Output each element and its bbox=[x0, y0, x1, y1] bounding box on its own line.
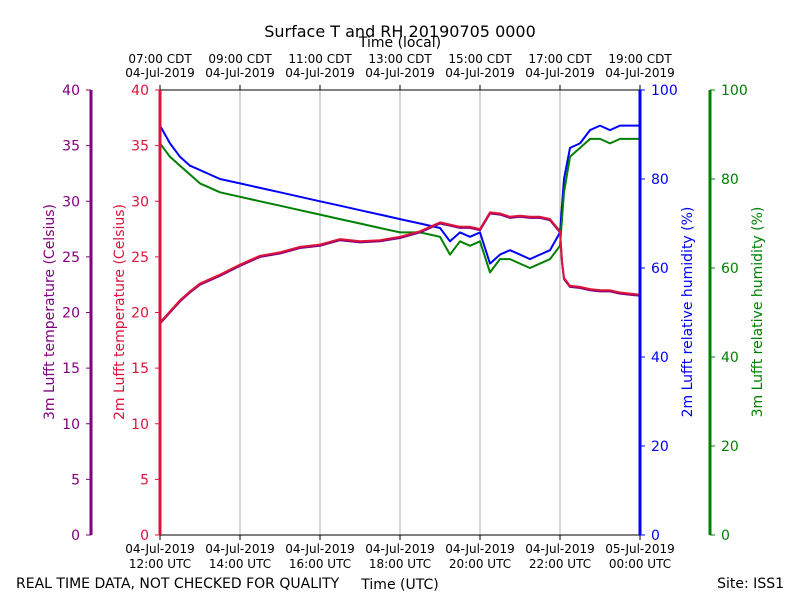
top-tick-label-date: 04-Jul-2019 bbox=[525, 66, 595, 80]
t3m-tick-label: 0 bbox=[71, 528, 80, 544]
rh2m-tick-label: 100 bbox=[651, 83, 678, 99]
rh2m-tick-label: 0 bbox=[651, 528, 660, 544]
top-tick-label-date: 04-Jul-2019 bbox=[125, 66, 195, 80]
x-tick-label-time: 12:00 UTC bbox=[129, 557, 191, 571]
rh3m-tick-label: 60 bbox=[721, 261, 739, 277]
rh3m-tick-label: 0 bbox=[721, 528, 730, 544]
quality-disclaimer: REAL TIME DATA, NOT CHECKED FOR QUALITY bbox=[16, 576, 340, 592]
t2m-tick-label: 30 bbox=[131, 194, 149, 210]
t3m-tick-label: 25 bbox=[62, 250, 80, 266]
rh3m-axis-label: 3m Lufft relative humidity (%) bbox=[750, 207, 766, 418]
top-axis-title: Time (local) bbox=[358, 35, 441, 51]
top-tick-label-date: 04-Jul-2019 bbox=[285, 66, 355, 80]
series-layer bbox=[159, 124, 641, 325]
top-tick-label-time: 19:00 CDT bbox=[608, 52, 672, 66]
x-tick-label-time: 14:00 UTC bbox=[209, 557, 271, 571]
t2m-tick-label: 25 bbox=[131, 250, 149, 266]
top-tick-label-time: 11:00 CDT bbox=[288, 52, 352, 66]
top-tick-label-time: 13:00 CDT bbox=[368, 52, 432, 66]
x-tick-label-time: 22:00 UTC bbox=[529, 557, 591, 571]
x-tick-label-time: 20:00 UTC bbox=[449, 557, 511, 571]
top-tick-label-date: 04-Jul-2019 bbox=[445, 66, 515, 80]
x-tick-label-date: 04-Jul-2019 bbox=[365, 542, 435, 556]
t2m-tick-label: 40 bbox=[131, 83, 149, 99]
t2m-tick-label: 5 bbox=[140, 472, 149, 488]
rh3m-tick-label: 40 bbox=[721, 350, 739, 366]
site-label: Site: ISS1 bbox=[717, 576, 784, 592]
x-tick-label-date: 04-Jul-2019 bbox=[525, 542, 595, 556]
x-tick-label-date: 04-Jul-2019 bbox=[125, 542, 195, 556]
t2m-tick-label: 15 bbox=[131, 361, 149, 377]
x-tick-label-time: 16:00 UTC bbox=[289, 557, 351, 571]
top-tick-label-date: 04-Jul-2019 bbox=[365, 66, 435, 80]
x-tick-label-date: 04-Jul-2019 bbox=[205, 542, 275, 556]
x-tick-label-time: 18:00 UTC bbox=[369, 557, 431, 571]
rh2m-tick-label: 60 bbox=[651, 261, 669, 277]
top-tick-label-time: 09:00 CDT bbox=[208, 52, 272, 66]
top-tick-label-date: 04-Jul-2019 bbox=[605, 66, 675, 80]
x-tick-label-date: 04-Jul-2019 bbox=[445, 542, 515, 556]
x-tick-label-time: 00:00 UTC bbox=[609, 557, 671, 571]
t3m-tick-label: 20 bbox=[62, 306, 80, 322]
t2m-tick-label: 20 bbox=[131, 306, 149, 322]
rh2m-tick-label: 80 bbox=[651, 172, 669, 188]
rh3m-tick-label: 100 bbox=[721, 83, 748, 99]
t2m-tick-label: 10 bbox=[131, 417, 149, 433]
rh3m-tick-label: 80 bbox=[721, 172, 739, 188]
t3m-tick-label: 40 bbox=[62, 83, 80, 99]
top-tick-label-time: 15:00 CDT bbox=[448, 52, 512, 66]
series-line-rh2m bbox=[159, 124, 640, 265]
t3m-tick-label: 10 bbox=[62, 417, 80, 433]
rh2m-axis-label: 2m Lufft relative humidity (%) bbox=[680, 207, 696, 418]
gridlines bbox=[239, 90, 561, 535]
t3m-tick-label: 15 bbox=[62, 361, 80, 377]
t2m-axis-label: 2m Lufft temperature (Celsius) bbox=[112, 204, 128, 420]
t3m-tick-label: 35 bbox=[62, 139, 80, 155]
chart-title: Surface T and RH 20190705 0000 bbox=[264, 22, 536, 41]
top-tick-label-date: 04-Jul-2019 bbox=[205, 66, 275, 80]
rh2m-tick-label: 40 bbox=[651, 350, 669, 366]
rh2m-tick-label: 20 bbox=[651, 439, 669, 455]
x-tick-label-date: 05-Jul-2019 bbox=[605, 542, 675, 556]
top-tick-label-time: 17:00 CDT bbox=[528, 52, 592, 66]
t3m-tick-label: 5 bbox=[71, 472, 80, 488]
t3m-tick-label: 30 bbox=[62, 194, 80, 210]
series-line-t3m bbox=[159, 212, 641, 325]
t3m-axis-label: 3m Lufft temperature (Celsius) bbox=[42, 204, 58, 420]
x-axis-label: Time (UTC) bbox=[360, 577, 438, 593]
series-line-t2m bbox=[159, 211, 641, 324]
top-tick-label-time: 07:00 CDT bbox=[128, 52, 192, 66]
x-tick-label-date: 04-Jul-2019 bbox=[285, 542, 355, 556]
series-line-rh3m bbox=[159, 137, 640, 274]
rh3m-tick-label: 20 bbox=[721, 439, 739, 455]
t2m-tick-label: 0 bbox=[140, 528, 149, 544]
t2m-tick-label: 35 bbox=[131, 139, 149, 155]
